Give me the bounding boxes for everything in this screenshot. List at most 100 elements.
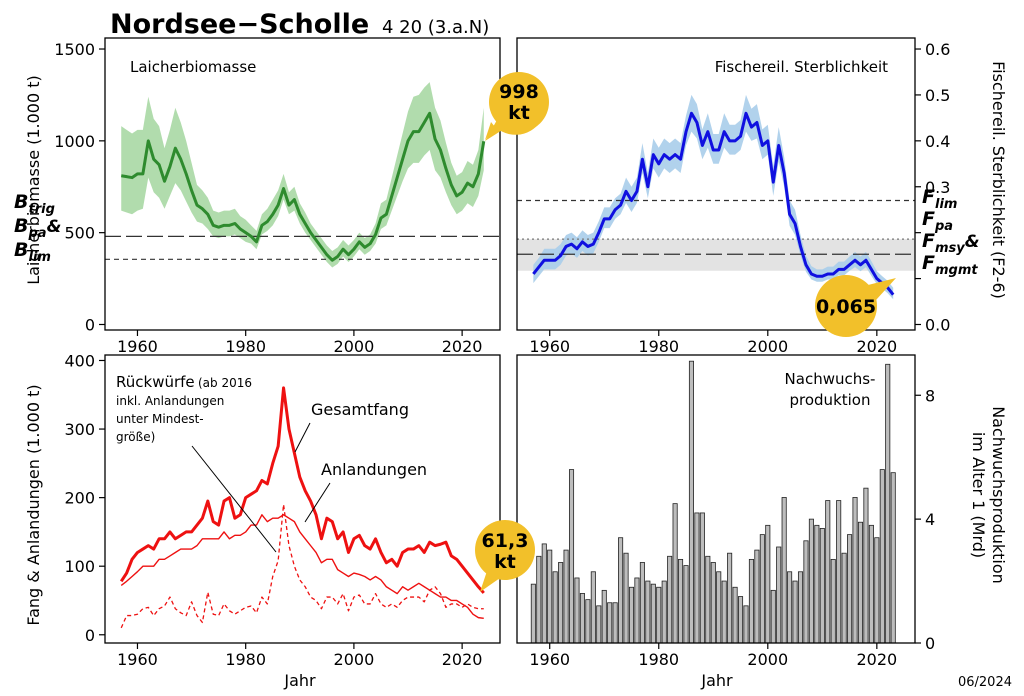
recruitment-x-tick-label: 2020	[856, 650, 897, 669]
f-y-axis-label: Fischereil. Sterblichkeit (F2-6)	[989, 61, 1008, 299]
discards-label-line3: unter Mindest-	[116, 412, 204, 426]
catch-axes	[104, 354, 501, 644]
recruitment-bar	[590, 571, 596, 644]
f-callout: 0,065	[815, 275, 896, 337]
recruitment-bar	[847, 534, 853, 644]
recruitment-bar	[721, 580, 727, 644]
f-ref-label-base: F	[922, 252, 935, 274]
recruitment-bar	[819, 528, 825, 644]
recruitment-bar	[738, 596, 744, 644]
ssb-callout-tail	[485, 120, 507, 141]
recruitment-bar	[661, 580, 667, 644]
ssb-callout-value: 998	[499, 81, 539, 103]
f-band-area	[533, 94, 894, 300]
f-confidence-band	[533, 94, 894, 300]
f-x-tick-label: 1980	[638, 337, 679, 356]
ssb-y-tick-label: 1000	[54, 132, 95, 151]
f-y-tick-label: 0.3	[925, 178, 950, 197]
catch-callout-value: 61,3	[482, 530, 529, 552]
catch-plot-area	[105, 355, 500, 643]
figure-title: Nordsee−Scholle	[110, 9, 369, 40]
recruitment-bar	[748, 558, 754, 644]
recruitment-bar	[857, 521, 864, 644]
catch-x-tick-label: 1980	[225, 650, 266, 669]
recruitment-bar	[645, 580, 651, 644]
recruitment-bar	[694, 512, 700, 644]
discards-label-note: (ab 2016	[198, 376, 252, 390]
ssb-frame	[104, 37, 501, 331]
ssb-ticks: 1960 1980 2000 2020 0 500 1000 1500	[54, 40, 482, 356]
ssb-x-tick-label: 2000	[334, 337, 375, 356]
recruitment-y-tick-label: 8	[925, 386, 935, 405]
ssb-callout-circle	[489, 72, 549, 132]
recruitment-bar	[863, 487, 869, 644]
ssb-ref-label-base: B	[14, 239, 28, 261]
date-stamp: 06/2024	[958, 675, 1012, 690]
recruitment-bar	[868, 524, 874, 644]
recruitment-bar	[808, 518, 814, 644]
recruitment-bar	[683, 565, 689, 644]
ssb-panel-title: Laicherbiomasse	[130, 58, 256, 76]
recruitment-ticks: 1960 1980 2000 2020 0 4 8	[529, 386, 935, 669]
f-ref-label-base: F	[922, 208, 935, 230]
recruitment-y-tick-label: 4	[925, 510, 935, 529]
total-catch-pointer-line	[294, 422, 311, 453]
total-catch-label: Gesamtfang	[311, 400, 409, 419]
catch-y-tick-label: 400	[64, 351, 95, 370]
ssb-ref-label-base: B	[14, 215, 28, 237]
recruitment-bar	[759, 534, 765, 644]
ssb-ref-label-ampersand: &	[47, 217, 62, 237]
recruitment-bar	[885, 363, 891, 644]
f-ref-label-base: F	[922, 230, 935, 252]
recruitment-bar	[547, 549, 553, 644]
f-ref-label-msy: Fmsy&	[922, 230, 980, 256]
recruitment-x-axis-label: Jahr	[700, 671, 733, 690]
catch-x-tick-label: 2000	[334, 650, 375, 669]
recruitment-bar	[536, 555, 542, 644]
panel-catch: 1960 1980 2000 2020 0 100 200 300 400 Fang & Anl…	[24, 351, 501, 690]
f-panel-title: Fischereil. Sterblichkeit	[715, 58, 888, 76]
recruitment-bar	[879, 469, 885, 644]
f-y-tick-label: 0.6	[925, 40, 950, 59]
catch-line-rckwrfe	[120, 503, 484, 629]
catch-series	[119, 386, 485, 629]
catch-x-tick-label: 2020	[442, 650, 483, 669]
recruitment-bar	[770, 589, 776, 644]
recruitment-bar	[568, 469, 575, 644]
recruitment-bar	[781, 497, 787, 644]
recruitment-bar	[612, 602, 618, 644]
ssb-callout: 998 kt	[485, 72, 549, 141]
f-y-tick-label: 0.4	[925, 132, 950, 151]
recruitment-bar	[825, 500, 831, 644]
recruitment-bar	[672, 503, 678, 644]
f-y-tick-label: 0.0	[925, 315, 950, 334]
recruitment-axes	[516, 354, 916, 644]
catch-callout: 61,3 kt	[475, 520, 535, 592]
f-frame	[516, 37, 916, 331]
recruitment-bar	[705, 555, 711, 644]
recruitment-bar	[607, 602, 613, 644]
recruitment-bar	[541, 543, 547, 644]
recruitment-bar	[776, 546, 782, 644]
catch-y-axis-label: Fang & Anlandungen (1.000 t)	[24, 384, 43, 625]
landings-pointer-line	[304, 482, 331, 523]
catch-ticks: 1960 1980 2000 2020 0 100 200 300 400	[64, 351, 482, 669]
recruitment-bar	[667, 555, 673, 644]
catch-callout-unit: kt	[494, 551, 516, 573]
panel-fishing-mortality: 1960 1980 2000 2020 0.0 0.3 0.4 0.5 0.6 Fischere…	[516, 37, 1008, 356]
recruitment-bar	[852, 497, 858, 644]
recruitment-bar	[678, 558, 684, 644]
catch-x-axis-label: Jahr	[283, 671, 316, 690]
recruitment-panel-title-line2: produktion	[790, 391, 871, 409]
recruitment-bar	[814, 524, 820, 644]
recruitment-bar	[754, 549, 760, 644]
recruitment-bar	[585, 599, 591, 644]
catch-callout-circle	[475, 520, 535, 580]
recruitment-bar	[623, 552, 629, 644]
recruitment-bar	[699, 512, 705, 644]
f-callout-tail	[868, 278, 896, 300]
recruitment-bar	[743, 605, 749, 644]
